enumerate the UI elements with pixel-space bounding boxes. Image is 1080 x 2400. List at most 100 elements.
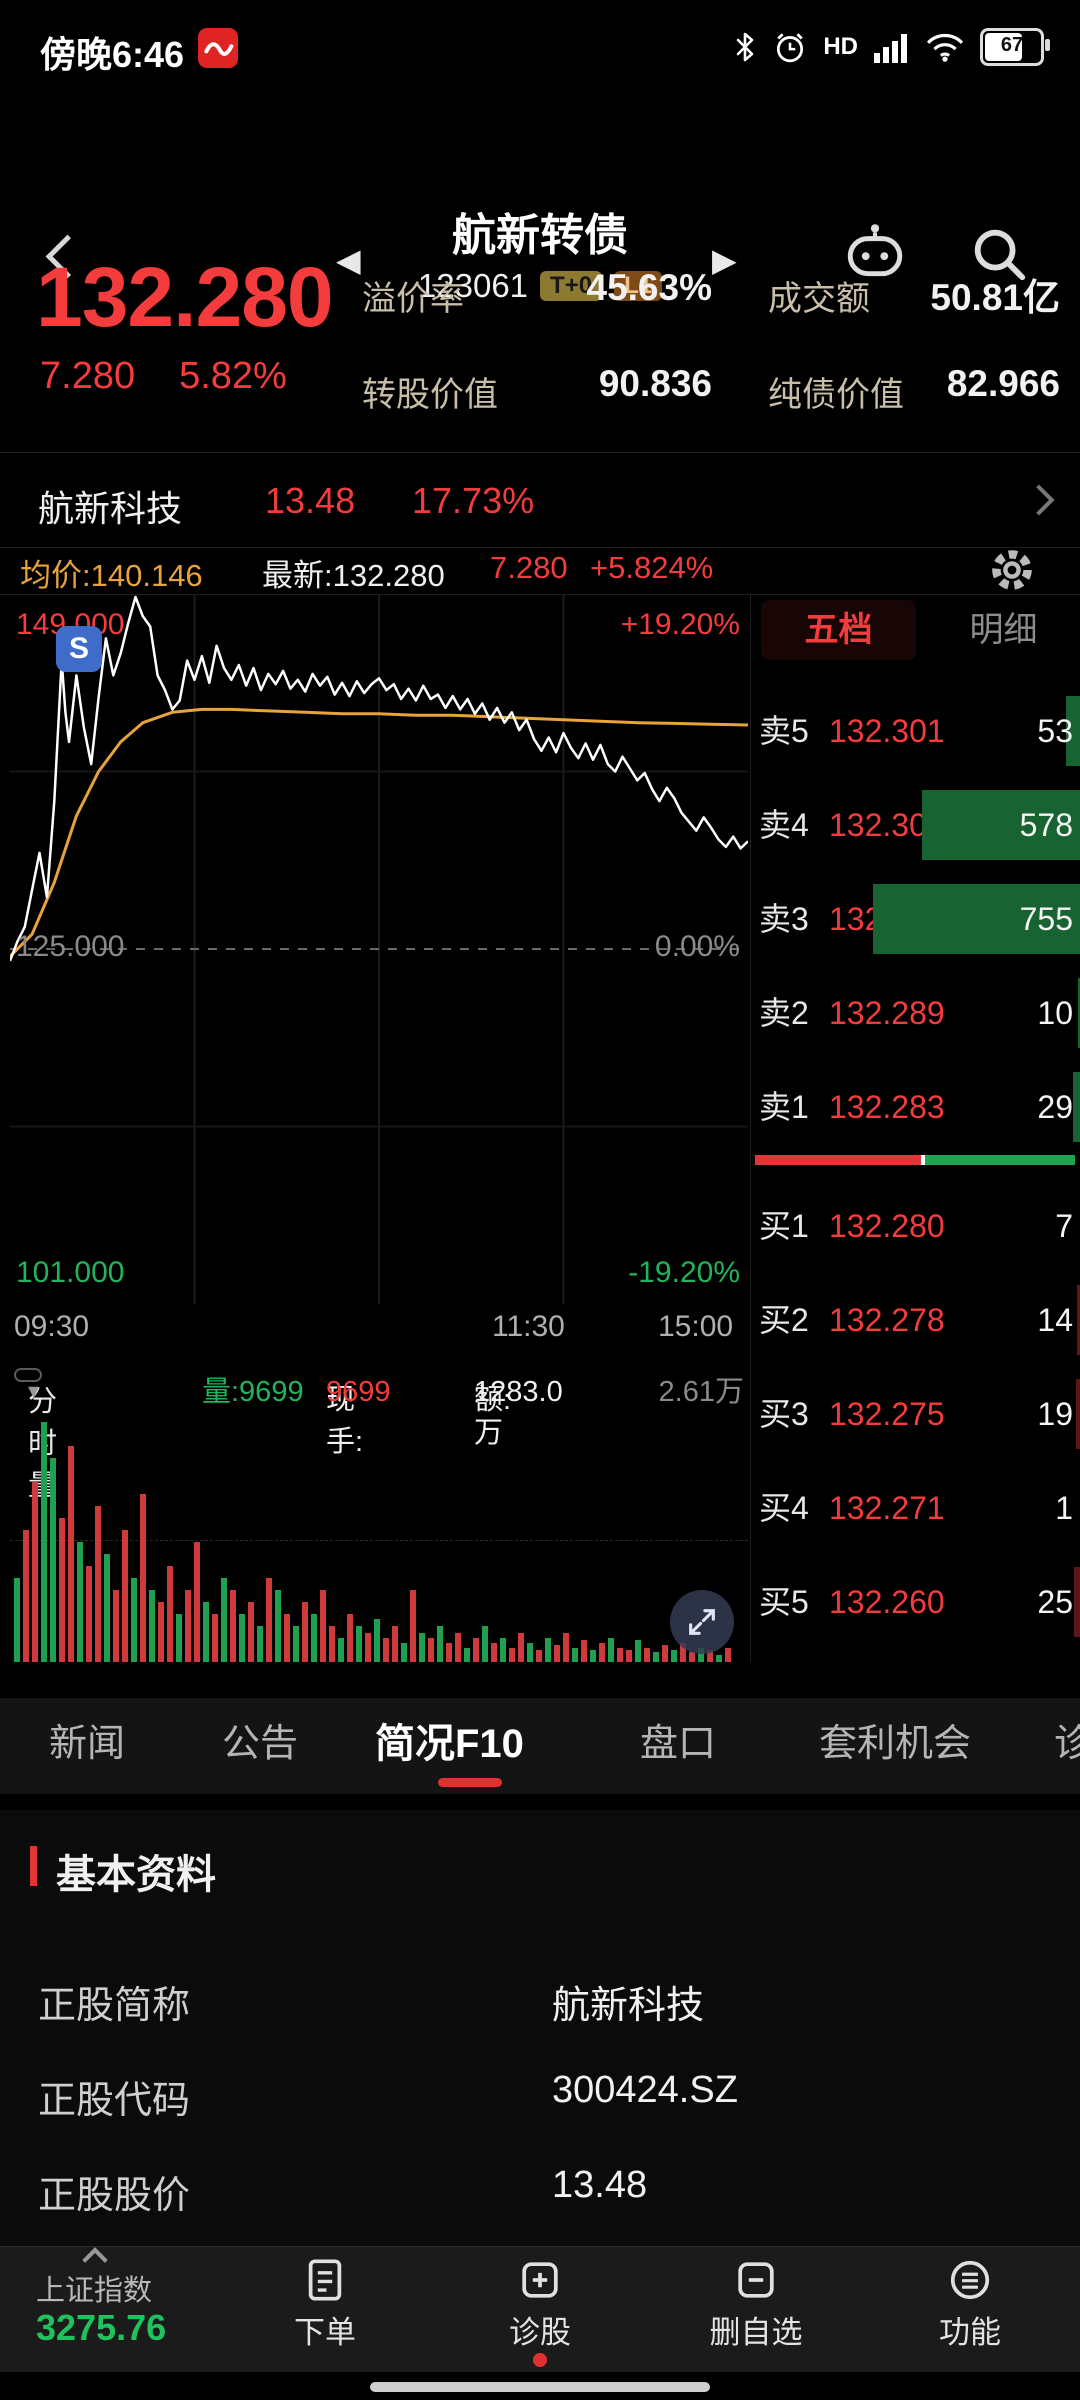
volume-bar bbox=[50, 1458, 56, 1662]
tab-f10[interactable]: 简况F10 bbox=[375, 1722, 524, 1766]
ask-qty: 29 bbox=[1037, 1089, 1073, 1125]
ask-label: 卖1 bbox=[759, 1089, 809, 1125]
section-accent-bar bbox=[30, 1846, 37, 1886]
bid-price: 132.275 bbox=[829, 1396, 945, 1432]
nav-label: 删自选 bbox=[709, 2315, 803, 2350]
nav-label: 诊股 bbox=[509, 2315, 571, 2350]
underlying-stock-row[interactable]: 航新科技 13.48 17.73% bbox=[0, 452, 1080, 548]
ask-row[interactable]: 卖2 132.289 10 bbox=[751, 966, 1080, 1060]
bid-row[interactable]: 买3 132.275 19 bbox=[751, 1367, 1080, 1461]
bid-row[interactable]: 买2 132.278 14 bbox=[751, 1273, 1080, 1367]
nav-diagnose-stock[interactable]: 诊股 bbox=[470, 2257, 610, 2352]
robot-assistant-icon[interactable] bbox=[842, 221, 908, 281]
volume-bar bbox=[239, 1614, 245, 1662]
nav-remove-watchlist[interactable]: 删自选 bbox=[686, 2257, 826, 2352]
index-value: 3275.76 bbox=[36, 2307, 167, 2348]
status-time: 傍晚6:46 bbox=[40, 34, 185, 75]
volume-bar bbox=[491, 1643, 497, 1662]
chart-change: 7.280 bbox=[490, 550, 568, 585]
volume-chart[interactable] bbox=[10, 1418, 748, 1662]
volume-bar bbox=[635, 1640, 641, 1662]
tab-diagnose[interactable]: 诊 bbox=[1054, 1723, 1080, 1765]
bid-row[interactable]: 买4 132.271 1 bbox=[751, 1461, 1080, 1555]
prev-security-icon[interactable]: ◀ bbox=[336, 242, 361, 278]
ask-row[interactable]: 卖1 132.283 29 bbox=[751, 1060, 1080, 1154]
y-axis-min: 101.000 bbox=[16, 1256, 125, 1289]
volume-bar bbox=[473, 1638, 479, 1662]
intraday-chart[interactable]: 149.000 +19.20% 125.000 0.00% 101.000 -1… bbox=[10, 594, 748, 1304]
ask-row[interactable]: 卖3132.290755 bbox=[751, 872, 1080, 966]
volume-type-selector[interactable]: 分时量 ▾ bbox=[14, 1368, 57, 1502]
tab-detail[interactable]: 明细 bbox=[969, 611, 1038, 649]
page-title: 航新转债 bbox=[452, 211, 628, 260]
volume-bar bbox=[644, 1648, 650, 1662]
volume-bar bbox=[392, 1626, 398, 1662]
nav-place-order[interactable]: 下单 bbox=[255, 2257, 395, 2352]
depth-bar bbox=[873, 884, 1080, 954]
index-name[interactable]: 上证指数 bbox=[36, 2275, 153, 2307]
volume-bar bbox=[437, 1626, 443, 1662]
field-label: 纯债价值 bbox=[768, 376, 904, 414]
volume-bar bbox=[464, 1648, 470, 1662]
bid-row[interactable]: 买5 132.260 25 bbox=[751, 1555, 1080, 1649]
chart-change-pct: +5.824% bbox=[590, 550, 714, 585]
f10-row-label: 正股代码 bbox=[38, 2080, 191, 2122]
expand-chart-button[interactable] bbox=[670, 1590, 734, 1654]
bid-qty: 14 bbox=[1037, 1302, 1073, 1338]
price-change: 7.280 bbox=[40, 355, 136, 397]
field-value: 82.966 bbox=[946, 363, 1060, 404]
depth-bar bbox=[1076, 1379, 1080, 1449]
chart-header: 均价:140.146 最新:132.280 7.280 +5.824% bbox=[0, 548, 1080, 595]
order-book-tabs: 五档 明细 bbox=[751, 600, 1080, 660]
bid-row[interactable]: 买1 132.280 7 bbox=[751, 1179, 1080, 1273]
sell-marker-badge[interactable]: S bbox=[56, 626, 102, 672]
volume-bar bbox=[419, 1633, 425, 1662]
volume-bar bbox=[572, 1648, 578, 1662]
notification-dot bbox=[533, 2353, 547, 2367]
search-icon[interactable] bbox=[968, 223, 1030, 285]
volume-bar bbox=[581, 1640, 587, 1662]
bid-label: 买4 bbox=[759, 1490, 809, 1526]
ratio-red-segment bbox=[755, 1155, 922, 1165]
ask-row[interactable]: 卖4 132.300 578 bbox=[751, 778, 1080, 872]
home-indicator[interactable] bbox=[370, 2382, 710, 2392]
ask-price: 132.301 bbox=[829, 713, 945, 749]
ask-label: 卖5 bbox=[759, 713, 809, 749]
volume-bar bbox=[68, 1446, 74, 1662]
app-badge-icon bbox=[198, 28, 238, 68]
volume-bar bbox=[653, 1652, 659, 1662]
volume-bar bbox=[617, 1648, 623, 1662]
bid-label: 买2 bbox=[759, 1302, 809, 1338]
volume-bar bbox=[32, 1482, 38, 1662]
ask-label: 卖3 bbox=[759, 901, 809, 937]
volume-bar bbox=[401, 1643, 407, 1662]
volume-bar bbox=[725, 1648, 731, 1662]
security-code-row: 123061 T+0 L1 bbox=[0, 267, 1080, 305]
tab-order-flow[interactable]: 盘口 bbox=[640, 1723, 717, 1765]
ask-qty: 578 bbox=[1019, 807, 1073, 843]
tag-t0: T+0 bbox=[540, 271, 603, 301]
ask-row[interactable]: 卖5 132.301 53 bbox=[751, 684, 1080, 778]
status-bar: 傍晚6:46 HD 67 bbox=[0, 0, 1080, 95]
volume-bar bbox=[545, 1638, 551, 1662]
tab-news[interactable]: 新闻 bbox=[49, 1723, 126, 1765]
tab-five-levels[interactable]: 五档 bbox=[761, 600, 916, 660]
chart-section: 149.000 +19.20% 125.000 0.00% 101.000 -1… bbox=[0, 594, 1080, 1662]
tab-arbitrage[interactable]: 套利机会 bbox=[819, 1723, 972, 1765]
volume-bar bbox=[212, 1614, 218, 1662]
nav-functions[interactable]: 功能 bbox=[900, 2257, 1040, 2352]
volume-bar bbox=[95, 1506, 101, 1662]
volume-bar bbox=[77, 1542, 83, 1662]
depth-bar bbox=[1074, 1567, 1080, 1637]
volume-bar bbox=[482, 1626, 488, 1662]
volume-bar bbox=[536, 1650, 542, 1662]
next-security-icon[interactable]: ▶ bbox=[712, 242, 737, 278]
gear-icon[interactable] bbox=[990, 548, 1034, 592]
bluetooth-icon bbox=[733, 30, 757, 64]
chevron-right-icon bbox=[1023, 484, 1055, 516]
volume-bar bbox=[221, 1578, 227, 1662]
volume-bar bbox=[707, 1650, 713, 1662]
bid-qty: 25 bbox=[1037, 1584, 1073, 1620]
tab-announcements[interactable]: 公告 bbox=[222, 1723, 299, 1765]
volume-bar bbox=[689, 1652, 695, 1662]
